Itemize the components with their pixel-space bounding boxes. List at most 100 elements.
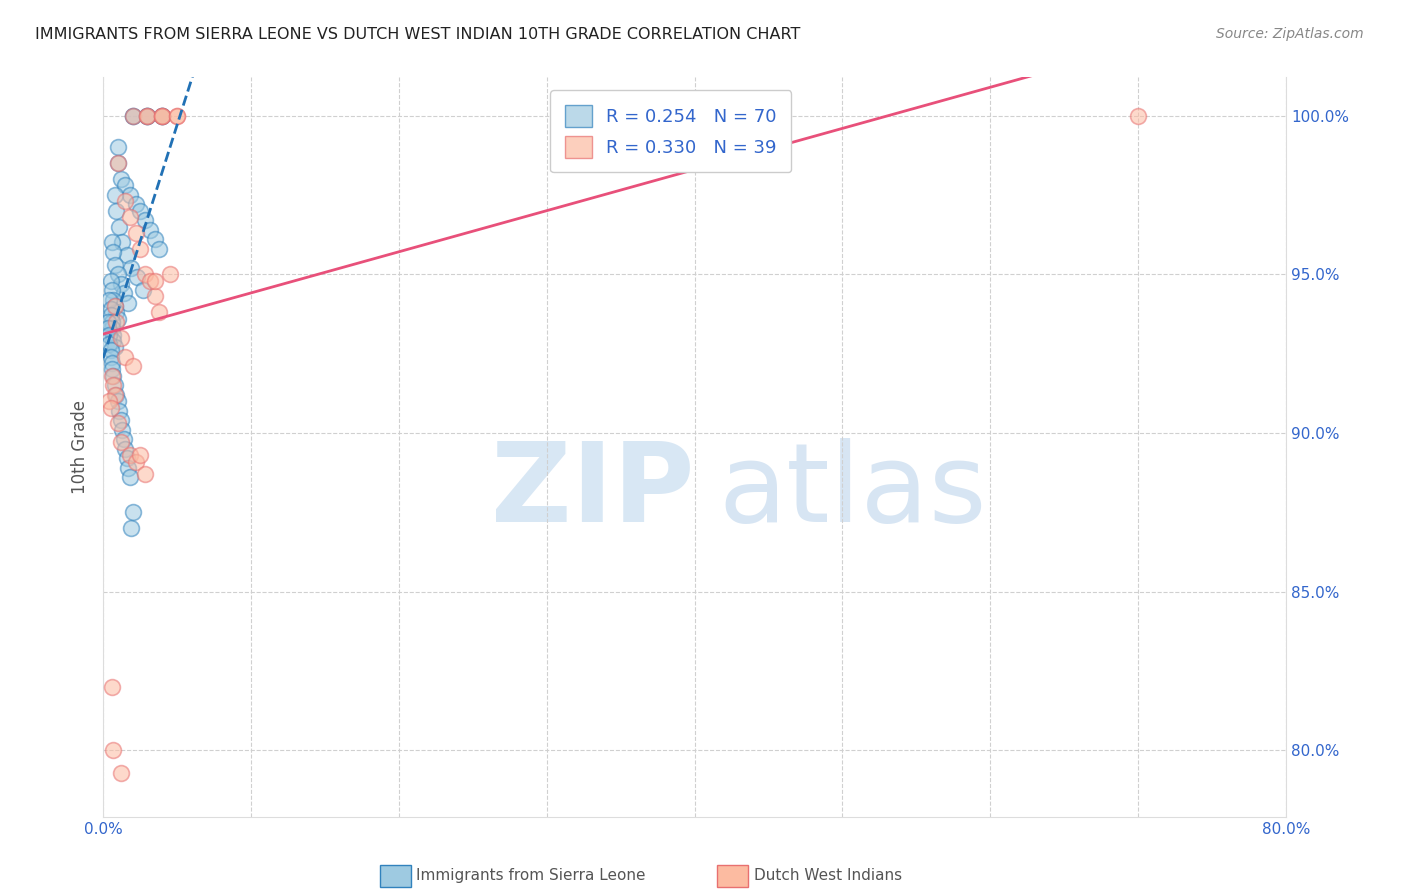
Point	[120, 260, 142, 275]
Point	[110, 172, 132, 186]
Point	[150, 109, 173, 123]
Point	[108, 219, 131, 234]
Point	[117, 295, 139, 310]
Point	[104, 187, 127, 202]
Point	[120, 521, 142, 535]
Point	[105, 305, 128, 319]
Point	[136, 109, 159, 123]
Point	[121, 505, 143, 519]
Point	[129, 448, 152, 462]
Point	[114, 442, 136, 456]
Point	[101, 283, 124, 297]
Point	[132, 283, 155, 297]
Point	[127, 270, 149, 285]
Point	[98, 337, 121, 351]
Point	[124, 197, 146, 211]
Point	[139, 223, 162, 237]
Point	[150, 109, 173, 123]
Point	[101, 368, 124, 383]
Point	[111, 235, 134, 250]
Text: atlas: atlas	[718, 438, 987, 545]
Point	[124, 226, 146, 240]
Point	[101, 680, 124, 694]
Point	[100, 274, 122, 288]
Point	[148, 305, 170, 319]
Point	[105, 388, 128, 402]
Point	[110, 765, 132, 780]
Point	[118, 210, 141, 224]
Point	[104, 258, 127, 272]
Point	[110, 331, 132, 345]
Point	[143, 274, 166, 288]
Point	[117, 460, 139, 475]
Point	[103, 743, 125, 757]
Point	[166, 109, 188, 123]
Point	[98, 327, 121, 342]
Point	[112, 286, 135, 301]
Point	[143, 289, 166, 303]
Point	[143, 232, 166, 246]
Point	[104, 388, 127, 402]
Point	[150, 109, 173, 123]
Text: ZIP: ZIP	[491, 438, 695, 545]
Point	[103, 368, 125, 383]
Point	[107, 417, 129, 431]
Point	[100, 350, 122, 364]
Point	[107, 156, 129, 170]
Point	[134, 467, 156, 482]
Point	[136, 109, 159, 123]
Point	[101, 321, 124, 335]
Point	[101, 315, 124, 329]
Legend: R = 0.254   N = 70, R = 0.330   N = 39: R = 0.254 N = 70, R = 0.330 N = 39	[550, 90, 792, 172]
Point	[112, 432, 135, 446]
Point	[139, 274, 162, 288]
Point	[104, 299, 127, 313]
Point	[121, 359, 143, 374]
Point	[111, 423, 134, 437]
Point	[121, 109, 143, 123]
Point	[114, 178, 136, 193]
Point	[150, 109, 173, 123]
Point	[107, 140, 129, 154]
Point	[129, 242, 152, 256]
Point	[129, 203, 152, 218]
Text: Immigrants from Sierra Leone: Immigrants from Sierra Leone	[416, 869, 645, 883]
Point	[159, 267, 181, 281]
Point	[150, 109, 173, 123]
Point	[103, 334, 125, 348]
Point	[103, 293, 125, 307]
Point	[150, 109, 173, 123]
Point	[134, 267, 156, 281]
Point	[114, 350, 136, 364]
Point	[97, 321, 120, 335]
Point	[166, 109, 188, 123]
Point	[110, 435, 132, 450]
Point	[104, 340, 127, 354]
Point	[107, 267, 129, 281]
Point	[104, 299, 127, 313]
Point	[1126, 109, 1149, 123]
Point	[100, 401, 122, 415]
Point	[105, 315, 128, 329]
Y-axis label: 10th Grade: 10th Grade	[72, 401, 89, 494]
Point	[100, 343, 122, 358]
Point	[101, 235, 124, 250]
Point	[115, 248, 138, 262]
Point	[136, 109, 159, 123]
Point	[114, 194, 136, 209]
Point	[104, 378, 127, 392]
Point	[105, 203, 128, 218]
Point	[115, 451, 138, 466]
Point	[101, 356, 124, 370]
Text: Dutch West Indians: Dutch West Indians	[754, 869, 901, 883]
Point	[100, 309, 122, 323]
Point	[124, 454, 146, 468]
Point	[118, 448, 141, 462]
Point	[107, 394, 129, 409]
Point	[97, 315, 120, 329]
Text: Source: ZipAtlas.com: Source: ZipAtlas.com	[1216, 27, 1364, 41]
Point	[110, 413, 132, 427]
Point	[134, 213, 156, 227]
Point	[98, 293, 121, 307]
Point	[136, 109, 159, 123]
